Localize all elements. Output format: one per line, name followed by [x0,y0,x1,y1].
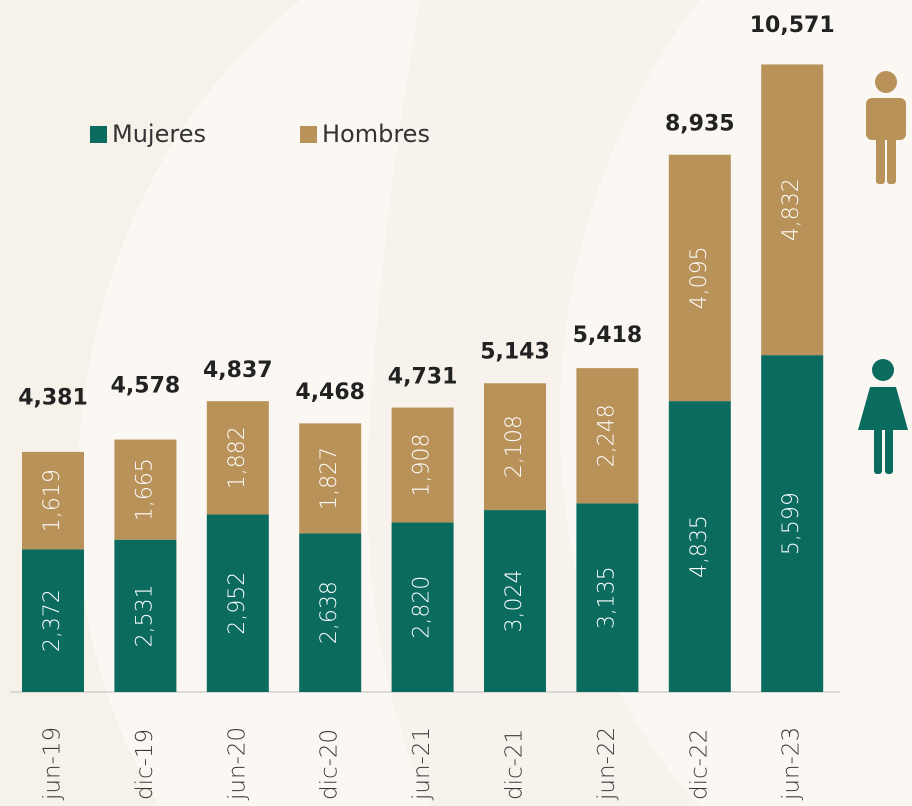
bar-segment [299,423,362,534]
legend-swatch [90,126,107,143]
legend-swatch [300,126,317,143]
woman-icon [858,359,908,474]
man-icon [866,71,906,184]
bar-segment [114,439,177,540]
x-tick-label: dic-20 [317,729,343,800]
x-tick-label: jun-20 [224,727,250,801]
x-tick-label: jun-21 [409,727,435,801]
bar-segment [22,451,84,550]
bar-segment [206,401,269,515]
bar-segment [668,154,731,402]
segment-label: 2,820 [410,576,435,639]
x-tick-label: jun-23 [779,727,805,801]
bar-segment [114,539,177,692]
segment-label: 4,835 [687,515,712,578]
legend: Mujeres Hombres [90,120,430,148]
segment-label: 5,599 [779,492,804,555]
segment-label: 1,619 [40,469,65,532]
bar-segment [391,522,454,692]
segment-label: 2,108 [502,415,527,478]
segment-label: 1,827 [317,447,342,510]
x-tick-label: dic-21 [502,729,528,800]
segment-label: 2,248 [594,404,619,467]
segment-label: 2,372 [40,589,65,652]
bar-segment [299,533,362,692]
legend-label: Hombres [322,120,430,148]
total-label: 4,837 [203,358,273,383]
bar-segment [206,514,269,692]
total-label: 4,578 [111,374,181,399]
bar-segment [484,510,546,692]
bar-segment [576,503,639,692]
x-tick-label: dic-22 [686,729,712,800]
x-tick-label: dic-19 [132,729,158,800]
x-tick-label: jun-22 [594,727,620,801]
total-label: 5,418 [573,323,643,348]
bar-segment [576,368,639,504]
segment-label: 1,882 [225,426,250,489]
total-label: 8,935 [665,111,735,136]
bar-segment [668,401,731,692]
bar-segment [761,355,824,692]
segment-label: 2,952 [225,572,250,635]
total-label: 10,571 [750,13,835,38]
total-label: 4,381 [18,385,88,410]
bar-segment [484,383,546,511]
segment-label: 4,832 [779,178,804,241]
segment-label: 4,095 [687,246,712,309]
bar-segment [761,64,824,356]
segment-label: 1,665 [132,458,157,521]
legend-label: Mujeres [112,120,206,148]
total-label: 4,468 [295,380,365,405]
total-label: 4,731 [388,364,458,389]
segment-label: 2,531 [132,584,157,647]
bar-segment [391,407,454,523]
segment-label: 1,908 [410,433,435,496]
x-tick-label: jun-19 [40,727,66,801]
segment-label: 2,638 [317,581,342,644]
segment-label: 3,024 [502,570,527,633]
segment-label: 3,135 [594,566,619,629]
total-label: 5,143 [480,340,550,365]
bar-segment [22,549,84,692]
